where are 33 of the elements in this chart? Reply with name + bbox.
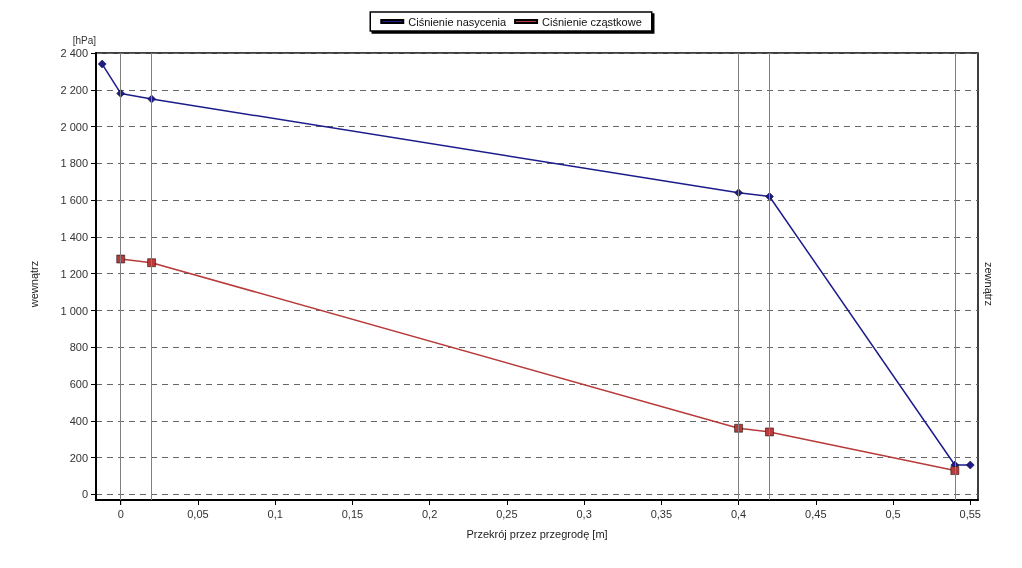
x-tick-label: 0,1 [267, 507, 283, 520]
y-tick-label: 1 800 [60, 157, 88, 170]
x-tick-label: 0,25 [496, 507, 518, 520]
y-tick-label: 1 200 [60, 267, 88, 280]
y-tick-label: 1 600 [60, 194, 88, 207]
y-tick-label: 2 200 [60, 83, 88, 96]
text: wewnątrz [27, 260, 40, 309]
x-tick-label: 0,55 [959, 507, 981, 520]
x-tick-label: 0,05 [187, 507, 209, 520]
y-tick-label: 1 400 [60, 230, 88, 243]
y-tick-label: 2 000 [60, 120, 88, 133]
y-tick-label: 400 [69, 414, 88, 427]
y-tick-label: 200 [69, 451, 88, 464]
y-axis-title: [hPa] [72, 34, 97, 46]
y-tick-label: 0 [81, 488, 88, 501]
x-tick-label: 0,35 [650, 507, 673, 520]
x-tick-label: 0,45 [805, 507, 827, 520]
x-axis-title: Przekrój przez przegrodę [m] [466, 527, 608, 540]
text: zewnątrz [982, 261, 995, 307]
x-tick-label: 0,3 [576, 507, 592, 520]
x-tick-label: 0,2 [422, 507, 438, 520]
x-tick-label: 0,5 [885, 507, 901, 520]
y-tick-label: 600 [69, 378, 88, 391]
y-tick-label: 1 000 [60, 304, 88, 317]
x-tick-label: 0,4 [730, 507, 747, 520]
legend-label: Ciśnienie nasycenia [408, 15, 507, 28]
y-tick-label: 2 400 [60, 47, 88, 59]
y-tick-label: 800 [69, 341, 88, 354]
x-tick-label: 0 [117, 507, 124, 520]
legend-label: Ciśnienie cząstkowe [542, 15, 642, 28]
x-tick-label: 0,15 [341, 507, 364, 520]
point [966, 460, 975, 470]
point [97, 59, 107, 69]
